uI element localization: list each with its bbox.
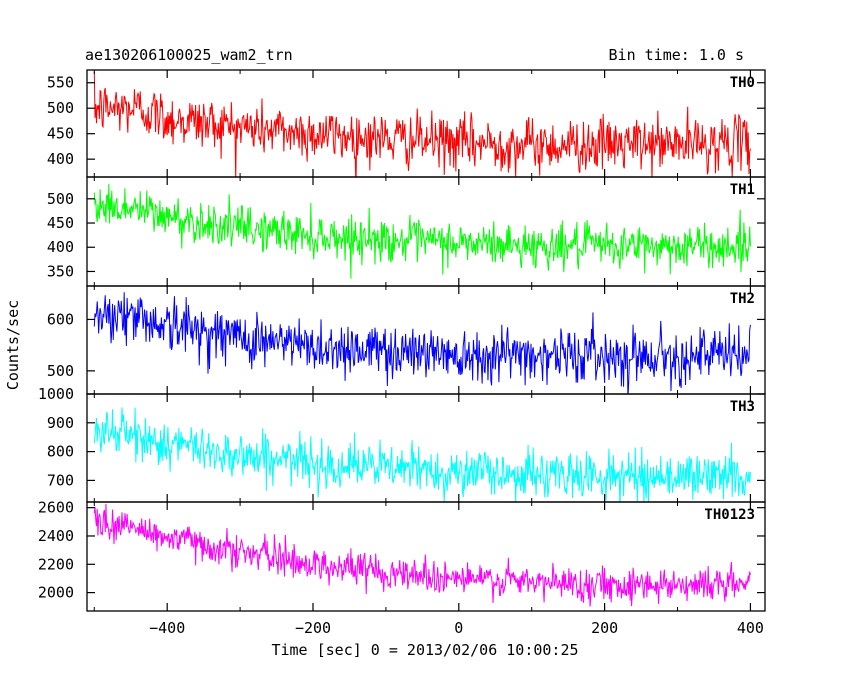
panel-th1: 350 400 450 500 TH1 — [47, 176, 766, 287]
y-tick-label: 800 — [47, 443, 74, 461]
panel-th0123: 2000 2200 2400 2600 TH0123 — [38, 499, 766, 612]
x-tick-label: −200 — [295, 619, 331, 637]
chart-title: ae130206100025_wam2_trn — [85, 46, 293, 64]
panel-label-th0: TH0 — [730, 75, 755, 91]
series-line-th1 — [93, 183, 751, 279]
y-tick-label: 2600 — [38, 499, 74, 517]
x-tick-label: −400 — [149, 619, 185, 637]
y-tick-label: 2200 — [38, 555, 74, 573]
y-tick-label: 700 — [47, 471, 74, 489]
series-line-th0 — [93, 71, 751, 177]
series-line-th0123 — [93, 503, 751, 607]
panels-group: 400 450 500 550 TH0 350 400 450 500 TH1 500 600 TH2 7… — [38, 69, 766, 637]
series-line-th3 — [93, 407, 751, 502]
y-tick-label: 450 — [47, 214, 74, 232]
y-tick-label: 600 — [47, 310, 74, 328]
y-tick-label: 2000 — [38, 584, 74, 602]
y-tick-label: 500 — [47, 99, 74, 117]
panel-th0: 400 450 500 550 TH0 — [47, 69, 766, 178]
x-tick-label: 0 — [454, 619, 463, 637]
panel-th3: 700 800 900 1000 TH3 — [38, 385, 766, 503]
x-axis-title: Time [sec] 0 = 2013/02/06 10:00:25 — [271, 641, 578, 659]
panel-label-th3: TH3 — [730, 399, 755, 415]
y-tick-label: 2400 — [38, 527, 74, 545]
y-tick-label: 400 — [47, 150, 74, 168]
y-tick-label: 450 — [47, 125, 74, 143]
panel-label-th0123: TH0123 — [704, 507, 755, 523]
series-line-th2 — [93, 292, 751, 394]
panel-label-th2: TH2 — [730, 291, 755, 307]
x-tick-label: 400 — [737, 619, 764, 637]
y-tick-label: 550 — [47, 74, 74, 92]
panel-th2: 500 600 TH2 — [47, 285, 766, 395]
y-tick-label: 400 — [47, 238, 74, 256]
y-tick-label: 1000 — [38, 385, 74, 403]
bin-time-label: Bin time: 1.0 s — [609, 46, 744, 64]
panel-label-th1: TH1 — [730, 182, 755, 198]
y-tick-label: 900 — [47, 414, 74, 432]
panel-frame — [86, 285, 766, 395]
y-tick-label: 500 — [47, 190, 74, 208]
y-tick-label: 500 — [47, 362, 74, 380]
y-tick-label: 350 — [47, 262, 74, 280]
y-axis-title: Counts/sec — [4, 300, 22, 390]
x-tick-label: 200 — [591, 619, 618, 637]
panel-frame — [86, 501, 766, 612]
